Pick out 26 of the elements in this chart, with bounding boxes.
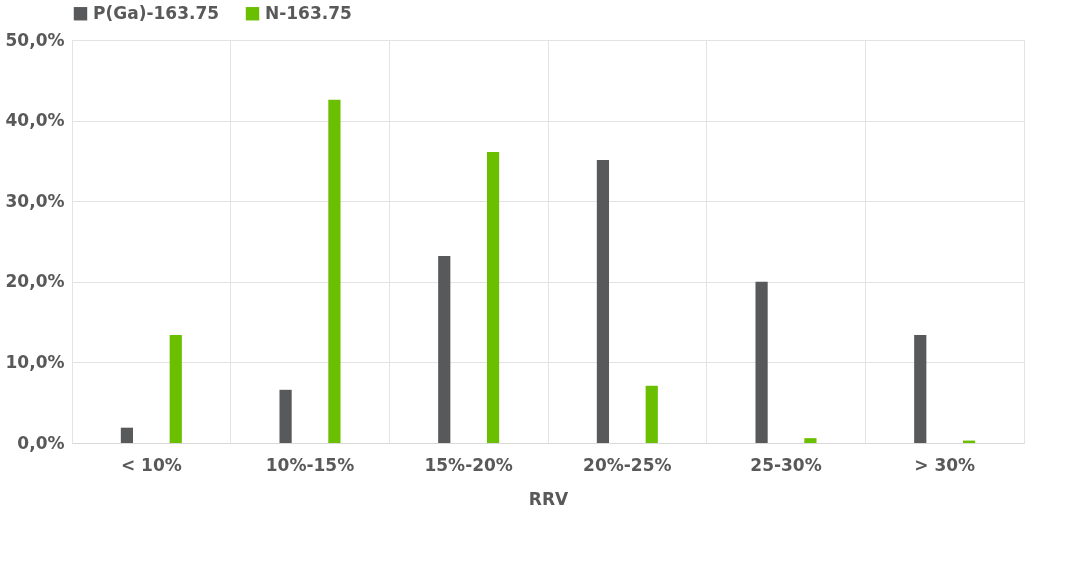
- bar: [914, 335, 927, 443]
- legend-label: P(Ga)-163.75: [93, 2, 220, 23]
- bar: [804, 438, 817, 443]
- legend-label: N-163.75: [265, 2, 352, 23]
- y-tick-label: 10,0%: [5, 351, 65, 372]
- bar: [486, 152, 500, 443]
- bar: [645, 385, 658, 443]
- bar: [438, 256, 451, 443]
- y-tick-label: 50,0%: [5, 29, 65, 50]
- bar: [279, 389, 292, 443]
- bar: [328, 99, 341, 443]
- x-axis-title: RRV: [528, 488, 570, 509]
- bar: [596, 160, 610, 443]
- bar: [755, 281, 768, 443]
- y-tick-label: 20,0%: [5, 271, 65, 292]
- y-tick-label: 30,0%: [5, 190, 65, 211]
- bar: [169, 335, 182, 443]
- y-tick-label: 40,0%: [5, 110, 65, 131]
- x-tick-label: > 30%: [914, 454, 976, 475]
- x-tick-label: 20%-25%: [583, 454, 672, 475]
- x-tick-label: < 10%: [120, 454, 182, 475]
- x-tick-label: 25-30%: [750, 454, 822, 475]
- y-tick-label: 0,0%: [17, 432, 65, 453]
- x-tick-label: 10%-15%: [265, 454, 355, 475]
- bar: [120, 427, 134, 443]
- x-tick-label: 15%-20%: [424, 454, 513, 475]
